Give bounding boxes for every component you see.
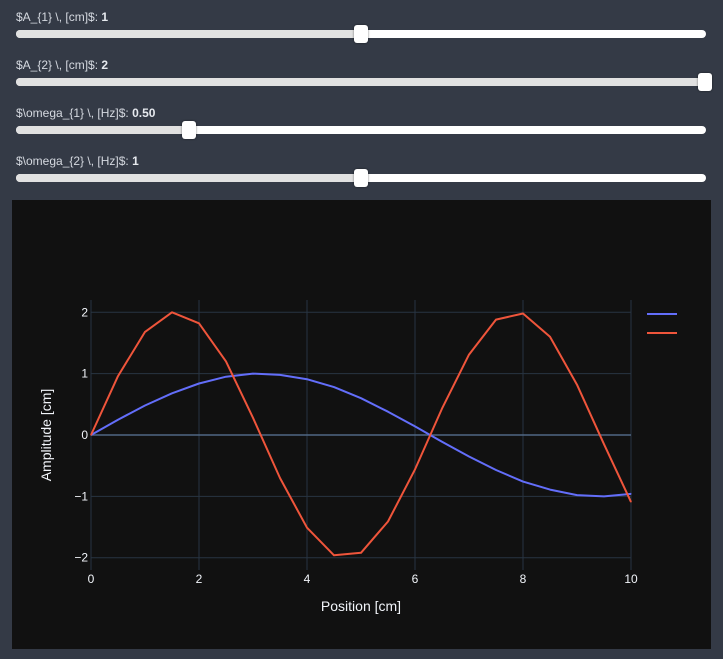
- x-axis-title: Position [cm]: [321, 598, 401, 614]
- x-tick-label: 8: [520, 572, 527, 586]
- slider-fill: [16, 30, 361, 38]
- slider-label: $A_{1} \, [cm]$: 1: [16, 10, 108, 24]
- series-2-point: [333, 554, 335, 556]
- series-1-point: [468, 455, 470, 458]
- slider-track[interactable]: [16, 73, 712, 91]
- series-1-point: [360, 397, 362, 399]
- slider-fill: [16, 174, 361, 182]
- slider-track[interactable]: [16, 25, 706, 43]
- series-2-point: [495, 319, 497, 321]
- series-1-point: [252, 373, 254, 375]
- series-1-point: [117, 419, 119, 421]
- x-tick-label: 6: [412, 572, 419, 586]
- series-1-point: [441, 441, 443, 443]
- series-1-point: [333, 386, 335, 388]
- series-2-point: [225, 360, 227, 362]
- series-2-point: [117, 375, 119, 377]
- slider-fill: [16, 78, 705, 86]
- slider-thumb[interactable]: [354, 25, 368, 43]
- series-1-point: [387, 411, 389, 413]
- plot-panel: 0 2 4 6 8 10 −2 −1 0 1 2 Position [cm] Amplitude [cm…: [12, 200, 711, 649]
- series-2-point: [549, 336, 551, 338]
- slider-label: $A_{2} \, [cm]$: 2: [16, 58, 108, 72]
- series-2-point: [441, 408, 443, 410]
- series-2-point: [387, 520, 389, 523]
- series-1-point: [306, 378, 308, 380]
- slider-label-text: $\omega_{1} \, [Hz]$:: [16, 106, 133, 120]
- x-tick-label: 10: [624, 572, 638, 586]
- series-1-point: [495, 469, 497, 471]
- series-1-point: [279, 374, 281, 376]
- slider-thumb[interactable]: [181, 121, 196, 139]
- series-2-point: [468, 354, 470, 356]
- series-2-point: [414, 468, 416, 470]
- series-1-point: [198, 382, 200, 385]
- slider-value: 0.50: [132, 106, 156, 120]
- slider-track[interactable]: [16, 169, 706, 187]
- slider-value: 1: [132, 154, 139, 168]
- series-2-point: [603, 443, 605, 445]
- series-2-point: [279, 477, 281, 479]
- series-1-point: [171, 392, 173, 394]
- series-2-point: [144, 331, 146, 333]
- series-2-point: [630, 501, 632, 503]
- series-1-point: [630, 493, 632, 495]
- series-2-point: [576, 384, 578, 386]
- series-2-point: [171, 311, 173, 313]
- series-1-point: [414, 425, 416, 428]
- series-2-point: [252, 417, 254, 419]
- x-tick-label: 4: [304, 572, 311, 586]
- series-2-point: [306, 527, 308, 529]
- slider-label-text: $\omega_{2} \, [Hz]$:: [16, 154, 133, 168]
- y-tick-label: −2: [74, 551, 88, 565]
- series-1-point: [522, 481, 524, 483]
- slider-value: 1: [101, 10, 109, 24]
- series-2-point: [90, 434, 92, 436]
- y-tick-label: 2: [81, 305, 88, 319]
- series-2-point: [360, 552, 362, 554]
- series-1-point: [576, 494, 578, 496]
- x-tick-label: 2: [196, 572, 203, 586]
- slider-thumb[interactable]: [354, 169, 368, 187]
- slider-label: $\omega_{1} \, [Hz]$: 0.50: [16, 106, 155, 120]
- slider-thumb[interactable]: [698, 73, 712, 91]
- series-1-point: [144, 404, 146, 407]
- slider-label-text: $A_{1} \, [cm]$:: [16, 10, 102, 24]
- series-1-point: [225, 376, 227, 378]
- slider-fill: [16, 126, 189, 134]
- y-tick-label: 0: [81, 428, 88, 442]
- series-line-2: [90, 311, 632, 557]
- slider-value: 2: [101, 58, 109, 72]
- x-tick-label: 0: [88, 572, 95, 586]
- y-tick-label: −1: [74, 489, 88, 503]
- slider-label-text: $A_{2} \, [cm]$:: [16, 58, 102, 72]
- slider-label: $\omega_{2} \, [Hz]$: 1: [16, 154, 139, 168]
- series-1-point: [603, 495, 605, 497]
- series-2-point: [198, 322, 200, 324]
- y-tick-label: 1: [81, 367, 88, 381]
- slider-track[interactable]: [16, 121, 706, 139]
- line-chart: 0 2 4 6 8 10 −2 −1 0 1 2 Position [cm] Amplitude [cm…: [38, 300, 677, 614]
- series-1-point: [549, 489, 551, 491]
- series-2-point: [522, 312, 524, 315]
- y-axis-title: Amplitude [cm]: [38, 389, 54, 482]
